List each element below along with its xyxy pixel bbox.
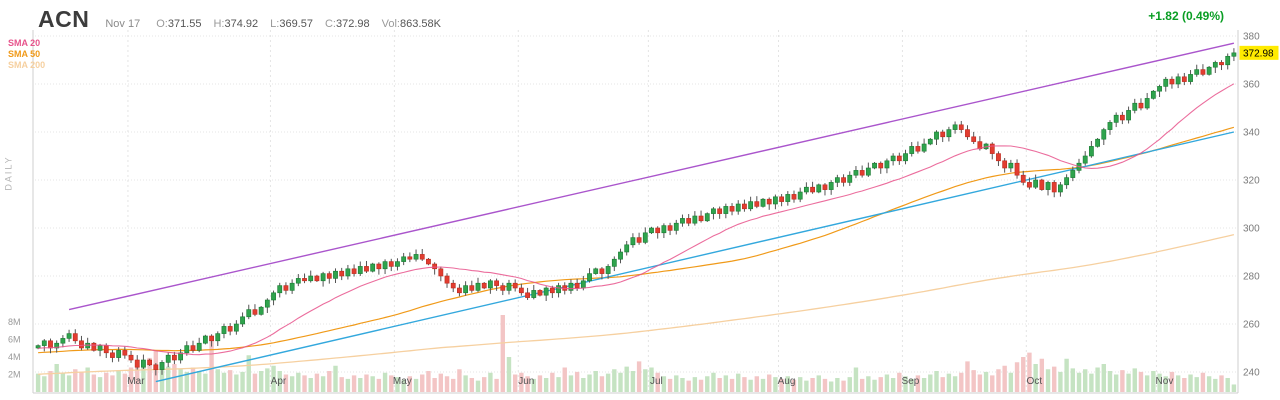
- svg-text:320: 320: [1243, 176, 1260, 187]
- timeframe-label: DAILY: [3, 155, 14, 191]
- svg-text:360: 360: [1243, 80, 1260, 91]
- svg-text:Nov: Nov: [1156, 376, 1174, 387]
- plot-borders: [32, 30, 1239, 394]
- close-quote: C:372.98: [324, 18, 370, 30]
- svg-text:2M: 2M: [8, 370, 21, 380]
- price-axis-labels: 380 360 340 320 300 280 260 240: [1243, 32, 1260, 379]
- ohlc-quotes: O:371.55 H:374.92 L:369.57 C:372.98 Vol:…: [156, 18, 441, 30]
- volume-axis-labels: 8M 6M 4M 2M: [8, 317, 21, 380]
- low-quote: L:369.57: [270, 18, 313, 30]
- upper-channel-trendline: [68, 42, 1235, 311]
- ticker-symbol: ACN: [38, 6, 90, 32]
- svg-text:280: 280: [1243, 272, 1260, 283]
- last-price-badge: [1239, 45, 1279, 60]
- volume-quote: Vol:863.58K: [381, 18, 441, 30]
- svg-text:8M: 8M: [8, 317, 21, 327]
- svg-text:4M: 4M: [8, 352, 21, 362]
- svg-text:Mar: Mar: [127, 376, 145, 387]
- svg-text:240: 240: [1243, 368, 1260, 379]
- svg-text:Jun: Jun: [518, 376, 534, 387]
- sma20-line: [38, 83, 1235, 356]
- svg-text:300: 300: [1243, 224, 1260, 235]
- high-quote: H:374.92: [213, 18, 259, 30]
- candles-layer: [35, 48, 1237, 376]
- legend-sma200: SMA 200: [8, 60, 46, 70]
- svg-text:May: May: [393, 376, 412, 387]
- svg-text:340: 340: [1243, 128, 1260, 139]
- svg-text:Apr: Apr: [271, 376, 287, 387]
- svg-text:6M: 6M: [8, 335, 21, 345]
- last-price-badge-text: 372.98: [1243, 48, 1274, 59]
- volume-layer: [35, 315, 1237, 392]
- svg-text:Jul: Jul: [650, 376, 663, 387]
- price-change: +1.82 (0.49%): [1148, 9, 1224, 23]
- sma200-line: [38, 233, 1235, 375]
- svg-text:260: 260: [1243, 320, 1260, 331]
- sma-legend: SMA 20 SMA 50 SMA 200: [8, 38, 45, 71]
- sma50-line: [38, 126, 1235, 354]
- svg-text:Sep: Sep: [902, 376, 920, 387]
- lower-channel-trendline: [155, 131, 1235, 383]
- chart-header: ACN Nov 17 O:371.55 H:374.92 L:369.57 C:…: [38, 6, 441, 33]
- legend-sma50: SMA 50: [8, 49, 41, 59]
- quote-date: Nov 17: [105, 18, 141, 30]
- month-axis-labels: Mar Apr May Jun Jul Aug Sep Oct Nov: [127, 376, 1173, 387]
- legend-sma20: SMA 20: [8, 38, 41, 48]
- svg-text:Oct: Oct: [1027, 376, 1043, 387]
- svg-text:Aug: Aug: [778, 376, 796, 387]
- svg-text:380: 380: [1243, 32, 1260, 43]
- open-quote: O:371.55: [156, 18, 202, 30]
- gridlines: [35, 30, 1237, 393]
